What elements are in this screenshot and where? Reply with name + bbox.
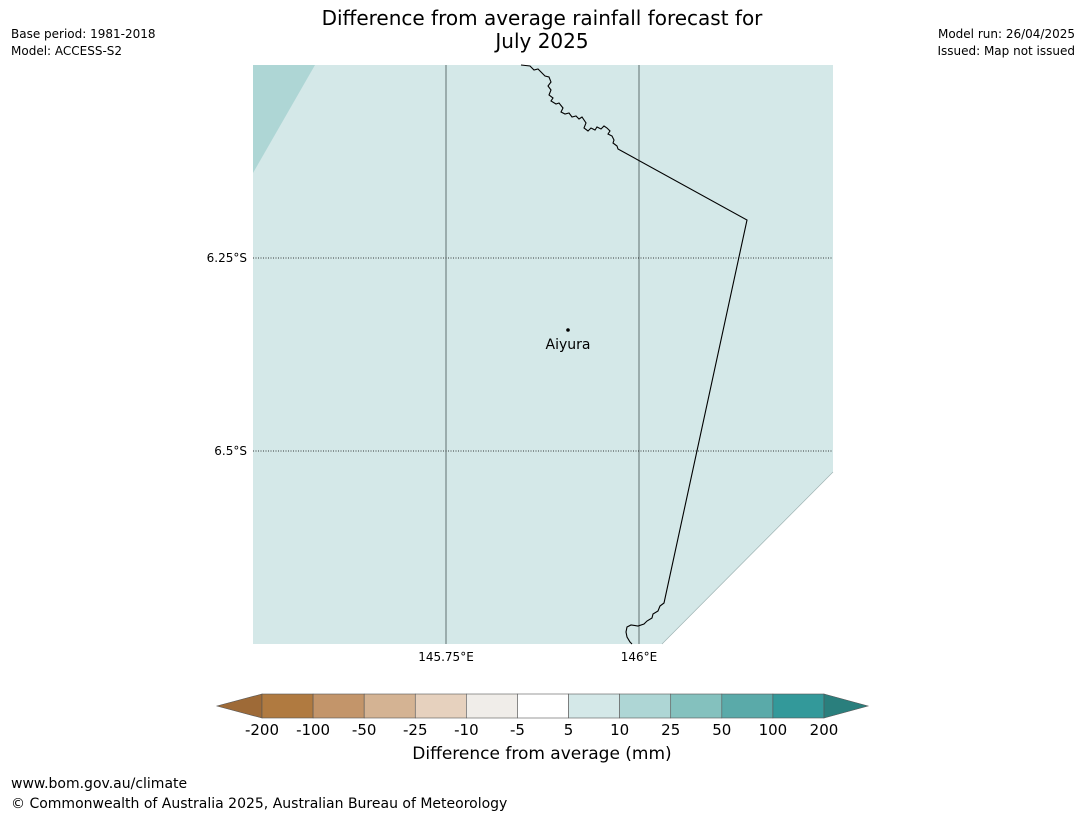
model-run-text: Model run: 26/04/2025	[937, 27, 1075, 41]
latitude-gridlines	[253, 257, 833, 452]
colorbar-bin	[517, 693, 569, 719]
map-fill-5-to-10	[253, 65, 833, 644]
footer: www.bom.gov.au/climate © Commonwealth of…	[11, 774, 507, 814]
footer-copyright: © Commonwealth of Australia 2025, Austra…	[11, 796, 508, 812]
colorbar-tick-label: -25	[403, 721, 428, 739]
colorbar-bin	[772, 693, 825, 719]
colorbar-tick-label: 50	[712, 721, 731, 739]
colorbar-bin	[261, 693, 314, 719]
issued-text: Issued: Map not issued	[937, 44, 1075, 58]
colorbar-tick-label: -50	[352, 721, 377, 739]
colorbar-tick-label: 10	[610, 721, 629, 739]
rainfall-map: 6.25°S 6.5°S 145.75°E 146°E Aiyura	[207, 64, 834, 664]
map-fill-10-to-25	[253, 65, 315, 173]
lat-label-6-5: 6.5°S	[214, 444, 247, 458]
lon-label-146: 146°E	[621, 650, 658, 664]
colorbar-bin	[568, 693, 620, 719]
title-line-2: July 2025	[495, 29, 589, 53]
colorbar-label: Difference from average (mm)	[412, 744, 672, 764]
colorbar: -200 -100 -50 -25 -10 -5 5 10 25 50 100 200	[215, 693, 870, 739]
colorbar-bin	[619, 693, 672, 719]
colorbar-tick-label: -5	[510, 721, 525, 739]
longitude-gridlines	[445, 65, 640, 644]
base-period-text: Base period: 1981-2018	[11, 27, 156, 41]
colorbar-bin	[670, 693, 723, 719]
place-marker	[566, 328, 570, 332]
border-line	[520, 64, 748, 645]
colorbar-tick-label: 200	[810, 721, 839, 739]
place-label: Aiyura	[546, 337, 591, 353]
lat-label-6-25: 6.25°S	[207, 251, 247, 265]
colorbar-bin	[466, 693, 518, 719]
metadata-right: Model run: 26/04/2025 Issued: Map not is…	[937, 26, 1075, 60]
title-line-1: Difference from average rainfall forecas…	[321, 6, 763, 30]
metadata-left: Base period: 1981-2018 Model: ACCESS-S2	[11, 26, 156, 60]
colorbar-tick-label: -200	[245, 721, 279, 739]
map-title: Difference from average rainfall forecas…	[292, 7, 792, 53]
coverage-edge-line	[661, 471, 834, 645]
model-text: Model: ACCESS-S2	[11, 44, 123, 58]
footer-url: www.bom.gov.au/climate	[11, 776, 188, 792]
lon-label-145-75: 145.75°E	[418, 650, 474, 664]
colorbar-tick-label: 100	[759, 721, 788, 739]
colorbar-bin	[312, 693, 365, 719]
colorbar-tick-label: -10	[454, 721, 479, 739]
colorbar-tick-label: 25	[661, 721, 680, 739]
colorbar-extend-low	[215, 693, 263, 719]
colorbar-bin	[721, 693, 774, 719]
colorbar-tick-label: -100	[296, 721, 330, 739]
colorbar-tick-label: 5	[564, 721, 574, 739]
colorbar-bin	[363, 693, 416, 719]
colorbar-extend-high	[823, 693, 870, 719]
colorbar-bin	[414, 693, 467, 719]
